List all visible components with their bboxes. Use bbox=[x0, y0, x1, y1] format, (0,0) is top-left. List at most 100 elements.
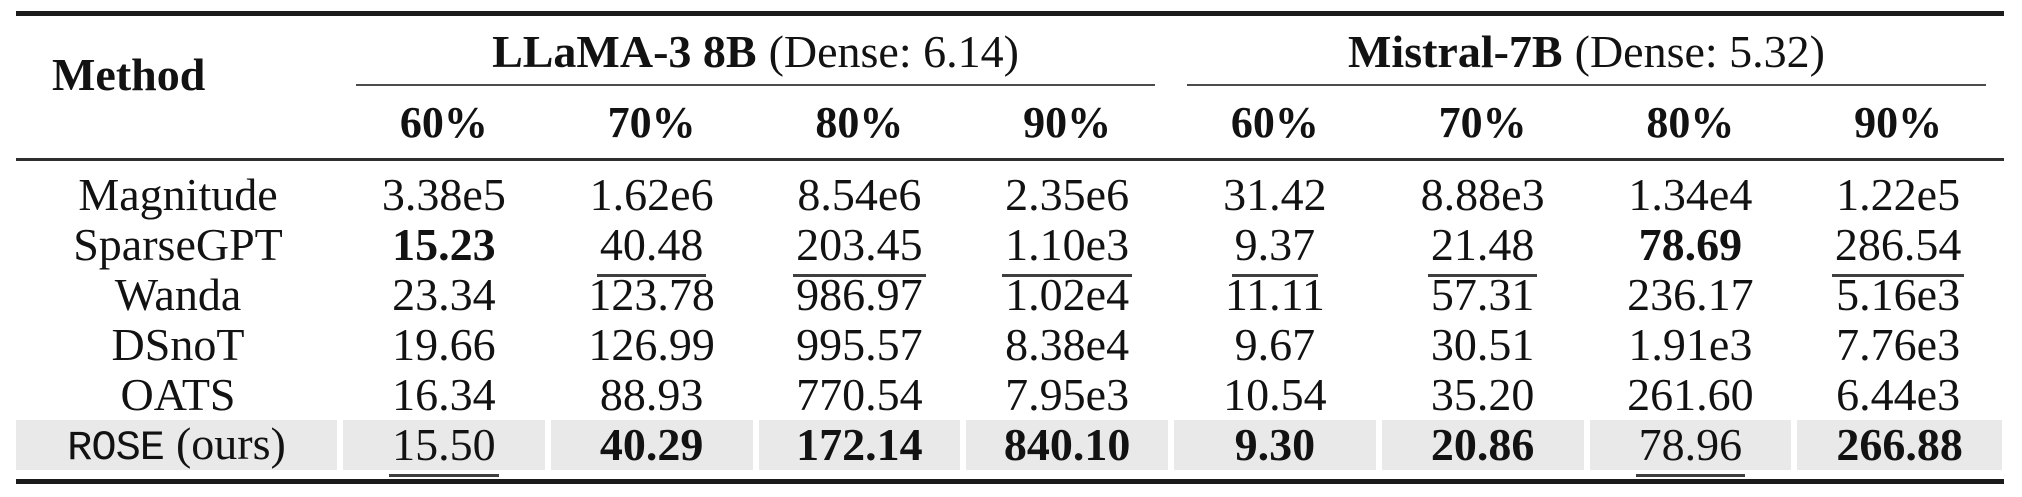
sparsity-header-llama-80: 80% bbox=[815, 97, 904, 147]
value: 30.51 bbox=[1430, 319, 1535, 370]
value: 6.44e3 bbox=[1836, 369, 1961, 420]
method-label: Wanda bbox=[114, 269, 242, 320]
table-cell: 286.54 bbox=[1794, 219, 2002, 277]
table-cell: 1.22e5 bbox=[1794, 170, 2002, 220]
table-cell: 5.16e3 bbox=[1794, 270, 2002, 320]
method-label: DSnoT bbox=[111, 319, 245, 370]
top-rule bbox=[16, 11, 2004, 16]
table-row-wanda: Wanda 23.34 123.78 986.97 1.02e4 11.11 5… bbox=[16, 270, 2002, 320]
table-row-oats: OATS 16.34 88.93 770.54 7.95e3 10.54 35.… bbox=[16, 370, 2002, 420]
value: 19.66 bbox=[392, 319, 496, 370]
value: 9.67 bbox=[1234, 319, 1316, 370]
value: 8.38e4 bbox=[1005, 319, 1130, 370]
value: 840.10 bbox=[1003, 419, 1131, 470]
group-header-llama: LLaMA-3 8B (Dense: 6.14) bbox=[340, 16, 1171, 86]
value: 16.34 bbox=[392, 369, 496, 420]
cmidrule-llama bbox=[356, 84, 1155, 86]
value: 5.16e3 bbox=[1836, 269, 1961, 320]
table-cell: 995.57 bbox=[756, 320, 964, 370]
table-cell: 7.76e3 bbox=[1794, 320, 2002, 370]
value: 1.02e4 bbox=[1005, 269, 1130, 320]
table-cell: 23.34 bbox=[340, 270, 548, 320]
value: 78.69 bbox=[1638, 219, 1743, 270]
table-cell: 172.14 bbox=[755, 419, 964, 470]
table-row-rose-ours-highlighted: ROSE (ours) 15.50 40.29 172.14 840.10 9.3… bbox=[16, 418, 2002, 477]
value: 21.48 bbox=[1427, 219, 1538, 277]
table-cell: 78.96 bbox=[1586, 419, 1795, 477]
value: 40.48 bbox=[596, 219, 707, 277]
table-cell: 266.88 bbox=[1794, 420, 2002, 470]
value: 35.20 bbox=[1430, 369, 1535, 420]
table-cell: 57.31 bbox=[1379, 270, 1587, 320]
table-cell: 30.51 bbox=[1379, 320, 1587, 370]
sparsity-header-llama-70: 70% bbox=[607, 97, 696, 147]
dense-perplexity-mistral: (Dense: 5.32) bbox=[1574, 25, 1825, 77]
bottom-rule bbox=[16, 479, 2004, 484]
sparsity-header-llama-60: 60% bbox=[399, 97, 488, 147]
table-cell: 15.50 bbox=[340, 419, 548, 477]
value: 78.96 bbox=[1635, 419, 1746, 477]
table-row-dsnot: DSnoT 19.66 126.99 995.57 8.38e4 9.67 30… bbox=[16, 320, 2002, 370]
value: 770.54 bbox=[796, 369, 923, 420]
method-cell: OATS bbox=[16, 370, 340, 420]
group-header-row: Method LLaMA-3 8B (Dense: 6.14) Mistral-7… bbox=[16, 16, 2002, 100]
header-body-divider-rule bbox=[16, 158, 2004, 161]
table-cell: 19.66 bbox=[340, 320, 548, 370]
value: 7.95e3 bbox=[1005, 369, 1130, 420]
value: 126.99 bbox=[588, 319, 715, 370]
dense-perplexity-llama: (Dense: 6.14) bbox=[768, 25, 1019, 77]
group-header-mistral: Mistral-7B (Dense: 5.32) bbox=[1171, 16, 2002, 86]
table-cell: 16.34 bbox=[340, 370, 548, 420]
method-label-monospace: ROSE bbox=[67, 424, 165, 472]
table-cell: 20.86 bbox=[1378, 420, 1587, 470]
value: 88.93 bbox=[599, 369, 704, 420]
table-cell: 88.93 bbox=[548, 370, 756, 420]
sparsity-header-mistral-70: 70% bbox=[1438, 97, 1527, 147]
value: 9.30 bbox=[1234, 419, 1316, 470]
value: 1.34e4 bbox=[1628, 169, 1753, 220]
value: 203.45 bbox=[793, 219, 926, 277]
value: 266.88 bbox=[1836, 419, 1963, 470]
table-cell: 8.38e4 bbox=[963, 320, 1171, 370]
table-cell: 203.45 bbox=[756, 219, 964, 277]
table-cell: 126.99 bbox=[548, 320, 756, 370]
value: 3.38e5 bbox=[381, 169, 506, 220]
sparsity-header-mistral-90: 90% bbox=[1854, 97, 1943, 147]
method-cell: Wanda bbox=[16, 270, 340, 320]
method-cell: SparseGPT bbox=[16, 220, 340, 270]
value: 1.22e5 bbox=[1836, 169, 1961, 220]
value: 172.14 bbox=[796, 419, 923, 470]
value: 10.54 bbox=[1223, 369, 1327, 420]
value: 1.91e3 bbox=[1628, 319, 1753, 370]
sparsity-header-mistral-80: 80% bbox=[1646, 97, 1735, 147]
value: 995.57 bbox=[796, 319, 923, 370]
method-cell: DSnoT bbox=[16, 320, 340, 370]
table-cell: 986.97 bbox=[756, 270, 964, 320]
value: 1.10e3 bbox=[1002, 219, 1133, 277]
method-column-header: Method bbox=[52, 48, 206, 100]
method-label: OATS bbox=[120, 369, 236, 420]
value: 7.76e3 bbox=[1836, 319, 1961, 370]
table-cell: 770.54 bbox=[756, 370, 964, 420]
method-suffix: (ours) bbox=[175, 418, 286, 469]
table-cell: 8.88e3 bbox=[1379, 170, 1587, 220]
table-cell: 1.62e6 bbox=[548, 170, 756, 220]
value: 986.97 bbox=[796, 269, 923, 320]
table-cell: 40.48 bbox=[548, 219, 756, 277]
model-name-mistral: Mistral-7B bbox=[1348, 25, 1563, 77]
value: 15.50 bbox=[389, 419, 499, 477]
method-label: SparseGPT bbox=[73, 219, 283, 270]
table-cell: 8.54e6 bbox=[756, 170, 964, 220]
sparsity-header-llama-90: 90% bbox=[1023, 97, 1112, 147]
table-cell: 7.95e3 bbox=[963, 370, 1171, 420]
table-cell: 78.69 bbox=[1587, 220, 1795, 270]
method-label: Magnitude bbox=[78, 169, 278, 220]
cmidrule-mistral bbox=[1187, 84, 1986, 86]
table-cell: 123.78 bbox=[548, 270, 756, 320]
value: 11.11 bbox=[1224, 269, 1325, 320]
table-row-magnitude: Magnitude 3.38e5 1.62e6 8.54e6 2.35e6 31… bbox=[16, 170, 2002, 220]
table-cell: 840.10 bbox=[963, 420, 1171, 470]
value: 1.62e6 bbox=[589, 169, 714, 220]
value: 23.34 bbox=[392, 269, 496, 320]
